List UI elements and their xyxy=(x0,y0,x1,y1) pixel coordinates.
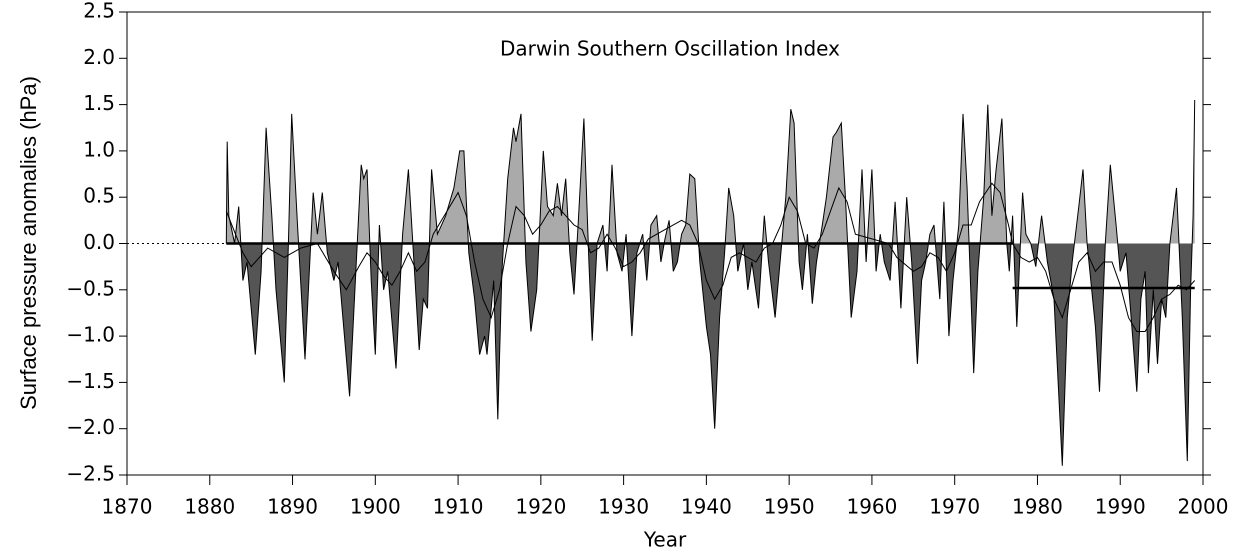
x-tick-label: 1940 xyxy=(681,495,732,519)
x-tick-label: 1950 xyxy=(764,495,815,519)
anomaly-line xyxy=(225,99,1196,466)
x-tick-label: 1880 xyxy=(184,495,235,519)
x-tick-label: 1980 xyxy=(1012,495,1063,519)
x-tick-label: 1920 xyxy=(515,495,566,519)
x-tick-label: 1910 xyxy=(433,495,484,519)
smoothed-line xyxy=(225,182,1196,332)
y-tick-label: 1.0 xyxy=(83,137,115,161)
y-tick-label: 0.5 xyxy=(83,184,115,208)
x-tick-label: 1930 xyxy=(598,495,649,519)
x-tick-label: 1960 xyxy=(846,495,897,519)
y-tick-label: 1.5 xyxy=(83,91,115,115)
x-tick-label: 1970 xyxy=(929,495,980,519)
y-tick-label: −2.5 xyxy=(66,462,115,486)
x-axis-label: Year xyxy=(643,528,687,552)
y-tick-label: 2.5 xyxy=(83,0,115,23)
y-axis-label: Surface pressure anomalies (hPa) xyxy=(16,76,41,410)
x-tick-label: 1890 xyxy=(267,495,318,519)
x-tick-label: 1870 xyxy=(102,495,153,519)
x-tick-label: 2000 xyxy=(1178,495,1229,519)
y-tick-label: 2.0 xyxy=(83,45,115,69)
y-tick-label: −1.0 xyxy=(66,323,115,347)
y-tick-label: −2.0 xyxy=(66,415,115,439)
x-tick-label: 1990 xyxy=(1095,495,1146,519)
x-tick-label: 1900 xyxy=(350,495,401,519)
area-positive xyxy=(226,100,1195,244)
y-tick-label: −1.5 xyxy=(66,369,115,393)
chart-title: Darwin Southern Oscillation Index xyxy=(500,37,840,61)
y-tick-label: −0.5 xyxy=(66,276,115,300)
y-tick-label: 0.0 xyxy=(83,230,115,254)
